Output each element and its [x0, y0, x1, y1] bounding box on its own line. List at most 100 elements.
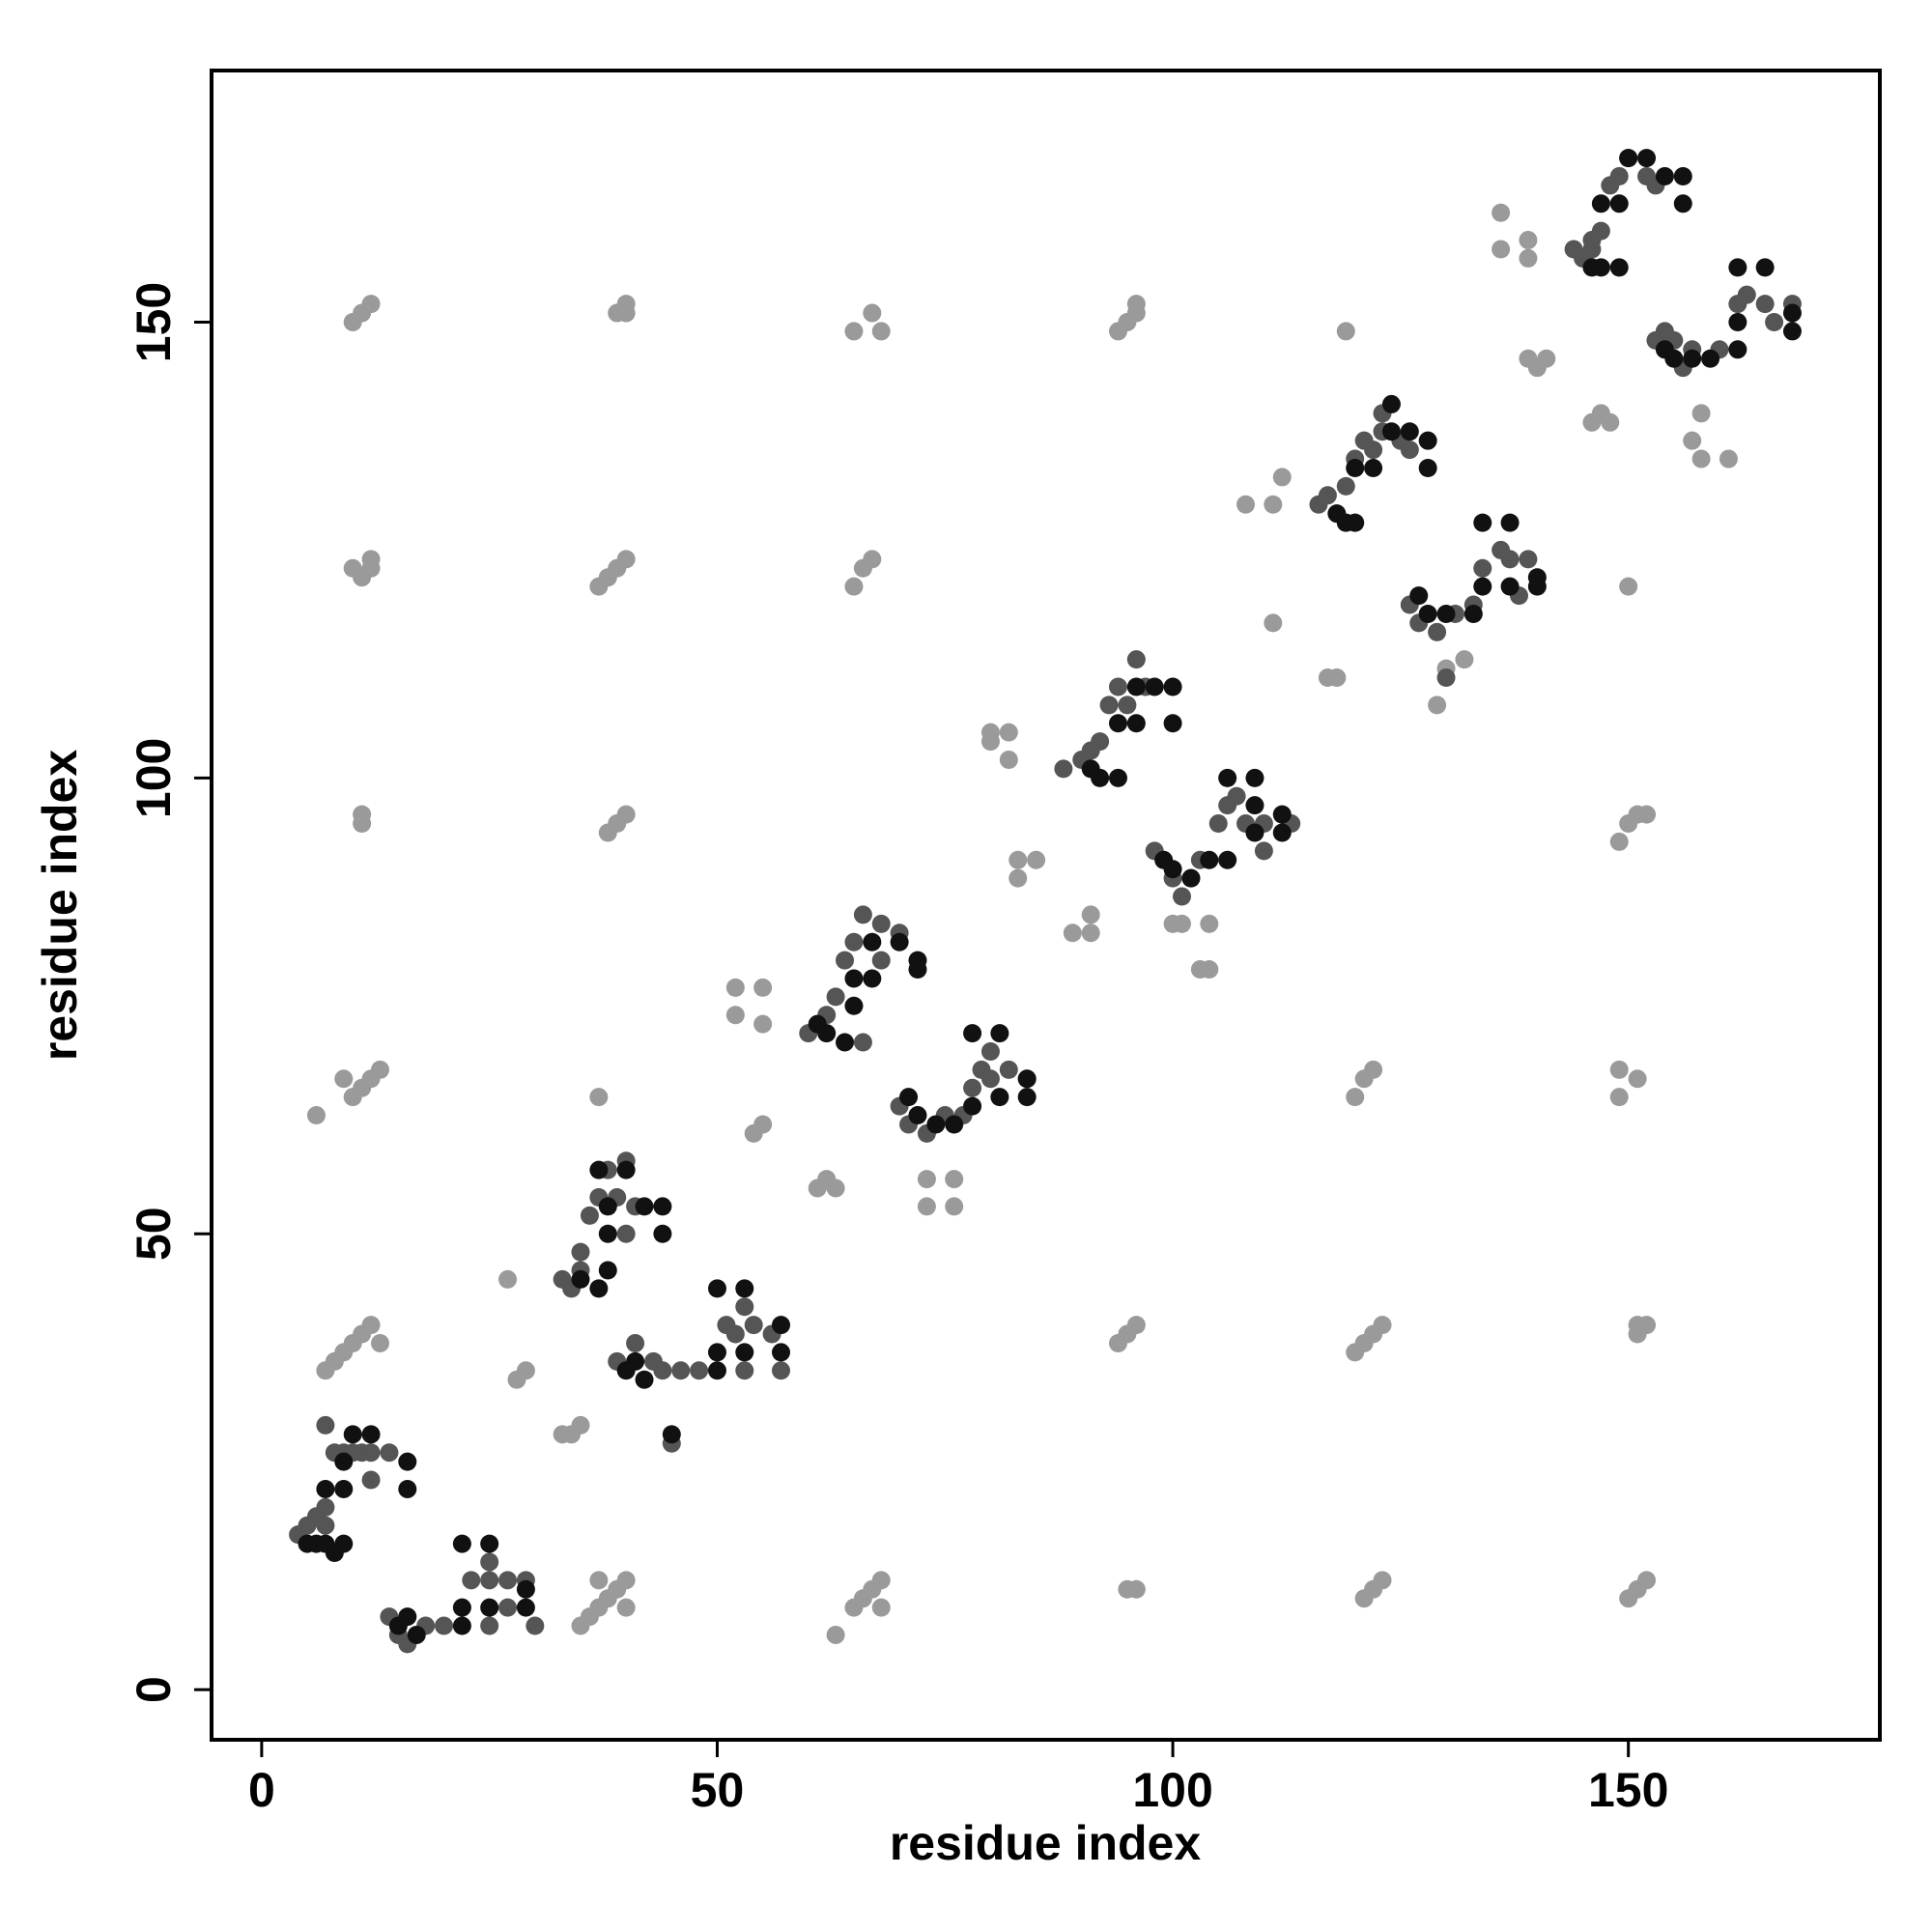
point [316, 1415, 335, 1435]
x-tick-label: 150 [1588, 1763, 1668, 1817]
point [890, 932, 909, 952]
point [370, 1333, 389, 1352]
point [361, 550, 381, 569]
point [1264, 495, 1283, 514]
point [1108, 714, 1127, 733]
point [1336, 476, 1355, 496]
point [516, 1598, 535, 1617]
point [1492, 203, 1511, 222]
point [1227, 786, 1246, 806]
point [1126, 677, 1146, 696]
point [462, 1571, 481, 1590]
point [380, 1443, 399, 1463]
point [1755, 258, 1775, 277]
point [398, 1452, 417, 1471]
point [917, 1197, 936, 1216]
point [1381, 394, 1401, 413]
point [1200, 914, 1219, 933]
point [498, 1571, 518, 1590]
point [735, 1297, 754, 1317]
point [1173, 887, 1192, 906]
point [370, 1060, 389, 1079]
point [1609, 1088, 1629, 1107]
point [980, 1069, 1000, 1089]
point [945, 1170, 964, 1189]
point [871, 322, 891, 341]
point [616, 550, 636, 569]
point [1145, 677, 1164, 696]
point [1637, 1571, 1657, 1590]
point [1683, 431, 1702, 450]
point [452, 1534, 471, 1553]
point [653, 1197, 672, 1216]
point [844, 322, 864, 341]
point [1609, 1060, 1629, 1079]
point [1619, 149, 1638, 168]
point [1609, 166, 1629, 185]
point [361, 1316, 381, 1335]
point [1208, 814, 1228, 834]
point [571, 1242, 590, 1262]
point [725, 1006, 745, 1025]
point [908, 960, 927, 980]
x-axis-title: residue index [890, 1816, 1202, 1870]
point [945, 1197, 964, 1216]
point [1099, 696, 1119, 715]
point [1400, 440, 1419, 460]
point [1126, 1316, 1146, 1335]
point [772, 1343, 791, 1362]
point [616, 805, 636, 824]
point [1591, 194, 1610, 213]
x-tick-label: 50 [691, 1763, 745, 1817]
point [1381, 422, 1401, 441]
point [990, 1024, 1009, 1043]
point [1418, 431, 1437, 450]
point [616, 1160, 636, 1179]
point [571, 1269, 590, 1289]
point [334, 1479, 354, 1498]
point [516, 1579, 535, 1599]
y-tick-label: 0 [127, 1676, 181, 1703]
point [1409, 586, 1429, 606]
point [1655, 166, 1674, 185]
point [1701, 349, 1720, 368]
point [1500, 513, 1520, 532]
point [589, 1088, 609, 1107]
point [908, 1106, 927, 1125]
point [1400, 422, 1419, 441]
point [616, 295, 636, 314]
point [836, 951, 855, 970]
point [1118, 696, 1137, 715]
point [1346, 513, 1365, 532]
point [1737, 285, 1756, 304]
point [662, 1425, 681, 1444]
point [725, 978, 745, 997]
point [480, 1616, 499, 1635]
point [1637, 1316, 1657, 1335]
point [361, 295, 381, 314]
point [1017, 1088, 1037, 1107]
point [1081, 905, 1100, 924]
point [589, 1279, 609, 1298]
point [1628, 1069, 1647, 1089]
point [452, 1598, 471, 1617]
point [1181, 868, 1201, 888]
point [334, 1452, 354, 1471]
point [772, 1361, 791, 1380]
point [1272, 468, 1292, 487]
point [598, 1197, 617, 1216]
point [899, 1088, 919, 1107]
point [1591, 221, 1610, 241]
point [980, 723, 1000, 742]
point [1765, 312, 1784, 331]
point [963, 1024, 982, 1043]
point [707, 1361, 726, 1380]
point [480, 1571, 499, 1590]
point [1728, 312, 1747, 331]
point [753, 978, 773, 997]
point [772, 1316, 791, 1335]
point [1063, 923, 1082, 943]
point [1163, 677, 1182, 696]
point [926, 1115, 946, 1134]
